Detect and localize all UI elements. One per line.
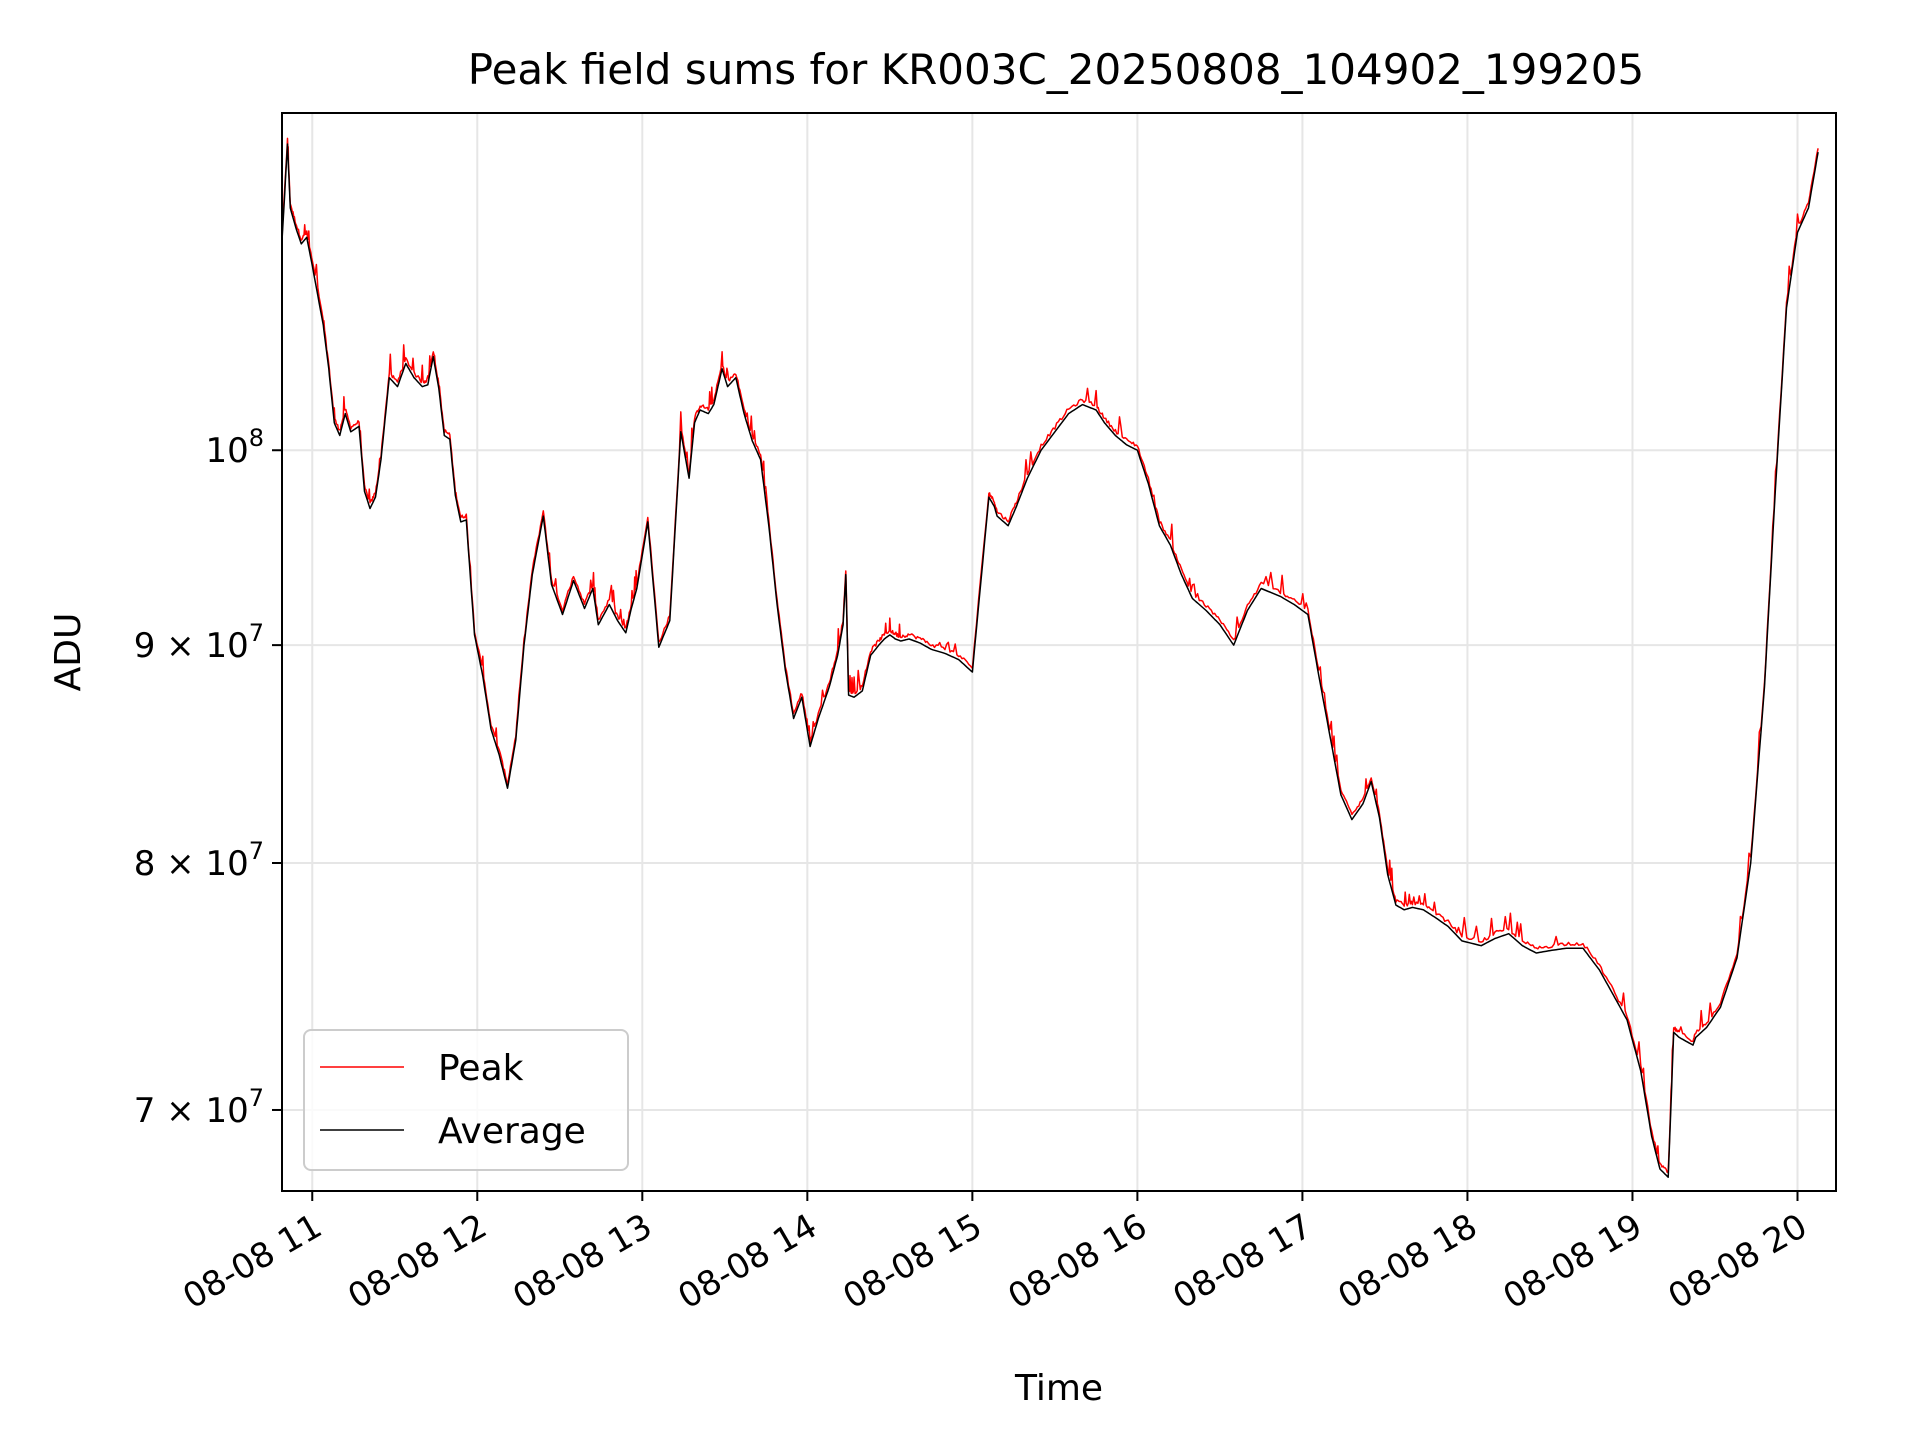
x-axis-label: Time: [1014, 1368, 1103, 1409]
y-tick-label: 9 × 107: [134, 619, 264, 666]
chart-title: Peak field sums for KR003C_20250808_1049…: [468, 45, 1644, 94]
legend-box: [303, 1029, 629, 1171]
y-tick-base: 10: [205, 431, 248, 471]
plot-frame: [281, 112, 1837, 1192]
y-tick-base: 7 × 10: [134, 1091, 249, 1131]
y-tick-label: 8 × 107: [134, 837, 264, 884]
gridlines: [282, 113, 1836, 1191]
y-tick-base: 9 × 10: [134, 626, 249, 666]
y-tick-exponent: 7: [249, 619, 264, 647]
legend: Peak Average: [303, 1029, 629, 1171]
y-tick-label: 7 × 107: [134, 1084, 264, 1131]
y-axis-label: ADU: [48, 613, 89, 692]
y-tick-label: 108: [205, 424, 264, 471]
legend-average-label: Average: [438, 1111, 586, 1152]
y-tick-base: 8 × 10: [134, 844, 249, 884]
y-tick-exponent: 7: [249, 837, 264, 865]
y-tick-exponent: 8: [249, 424, 264, 452]
y-tick-exponent: 7: [249, 1084, 264, 1112]
series-line-average: [282, 143, 1819, 1178]
legend-peak-label: Peak: [438, 1048, 524, 1089]
series-lines: [282, 137, 1819, 1178]
